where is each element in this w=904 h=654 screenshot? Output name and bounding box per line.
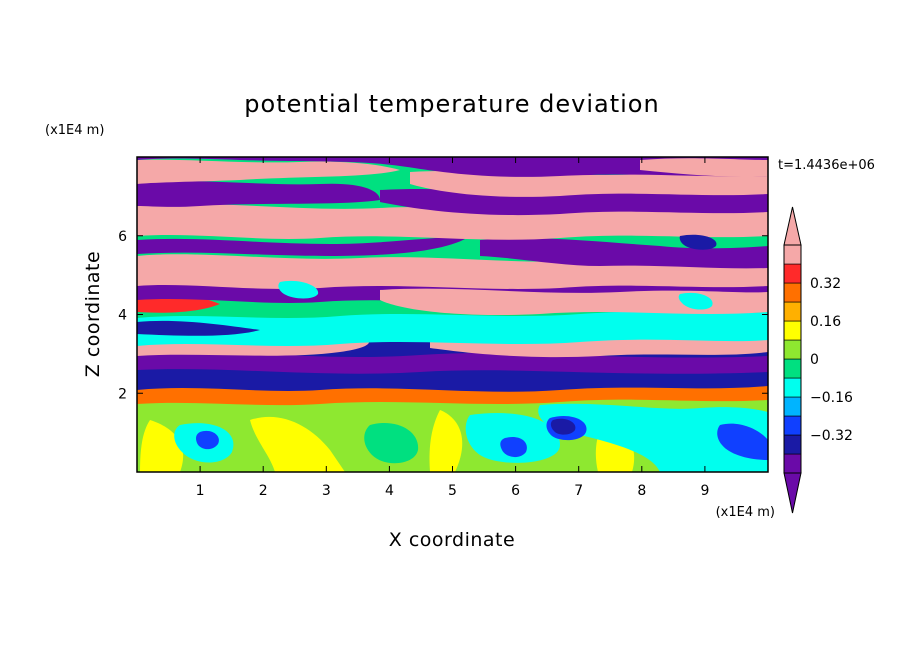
contour-band <box>380 288 768 316</box>
contour-field <box>137 157 768 472</box>
contour-band <box>137 180 380 207</box>
x-tick-label: 4 <box>385 483 394 499</box>
contour-band <box>380 189 768 216</box>
colorbar-segment <box>783 301 802 322</box>
colorbar: −0.32 −0.16 0 0.16 0.32 <box>783 206 853 514</box>
x-tick-label: 1 <box>196 483 205 499</box>
colorbar-label: 0 <box>810 352 819 368</box>
y-tick-label: 6 <box>118 229 127 245</box>
contour-band <box>429 410 463 472</box>
colorbar-segment <box>783 339 802 360</box>
contour-band <box>278 280 319 299</box>
x-tick-label: 9 <box>700 483 709 499</box>
contour-band <box>550 418 576 435</box>
contour-band <box>678 292 713 310</box>
contour-band <box>137 236 470 256</box>
contour-band <box>500 436 527 458</box>
colorbar-frame <box>783 244 802 474</box>
contour-band <box>140 420 184 472</box>
x-tick-label: 2 <box>259 483 268 499</box>
contour-band <box>640 158 768 177</box>
colorbar-segment <box>783 244 802 265</box>
contour-band <box>250 416 345 472</box>
contour-band <box>137 351 768 374</box>
y-axis-label: Z coordinate <box>82 251 104 377</box>
colorbar-under-arrow <box>783 472 802 514</box>
colorbar-segment <box>783 358 802 379</box>
x-axis-label: X coordinate <box>389 529 515 551</box>
contour-band <box>137 203 768 240</box>
contour-band <box>364 422 419 464</box>
contour-band <box>679 234 717 250</box>
contour-band <box>196 430 219 450</box>
x-axis-ticks: 1 2 3 4 5 6 7 8 9 <box>196 157 709 499</box>
contour-band <box>717 423 768 460</box>
colorbar-segment <box>783 377 802 398</box>
colorbar-label: 0.16 <box>810 314 841 330</box>
x-tick-label: 3 <box>322 483 331 499</box>
contour-band <box>410 171 768 197</box>
x-axis-unit: (x1E4 m) <box>716 505 775 520</box>
colorbar-segment <box>783 415 802 436</box>
colorbar-segment <box>783 263 802 284</box>
contour-band <box>538 403 768 472</box>
colorbar-label: −0.16 <box>810 390 853 406</box>
colorbar-segment <box>783 282 802 303</box>
colorbar-segment <box>783 396 802 417</box>
colorbar-segment <box>783 434 802 455</box>
y-tick-label: 4 <box>118 308 127 324</box>
x-tick-label: 5 <box>448 483 457 499</box>
contour-band <box>137 311 768 346</box>
y-axis-ticks: 2 4 6 <box>118 229 768 402</box>
contour-band <box>480 238 768 269</box>
y-axis-unit: (x1E4 m) <box>45 123 104 138</box>
x-tick-label: 7 <box>574 483 583 499</box>
colorbar-segment <box>783 320 802 341</box>
x-tick-label: 8 <box>637 483 646 499</box>
time-stamp: t=1.4436e+06 <box>778 158 875 173</box>
y-tick-label: 2 <box>118 386 127 402</box>
contour-band <box>137 320 260 336</box>
contour-band <box>137 157 768 177</box>
colorbar-over-arrow <box>783 206 802 246</box>
colorbar-segment <box>783 453 802 474</box>
x-tick-label: 6 <box>511 483 520 499</box>
colorbar-label: 0.32 <box>810 276 841 292</box>
contour-band <box>137 159 400 184</box>
chart-title: potential temperature deviation <box>244 90 659 118</box>
colorbar-label: −0.32 <box>810 428 853 444</box>
